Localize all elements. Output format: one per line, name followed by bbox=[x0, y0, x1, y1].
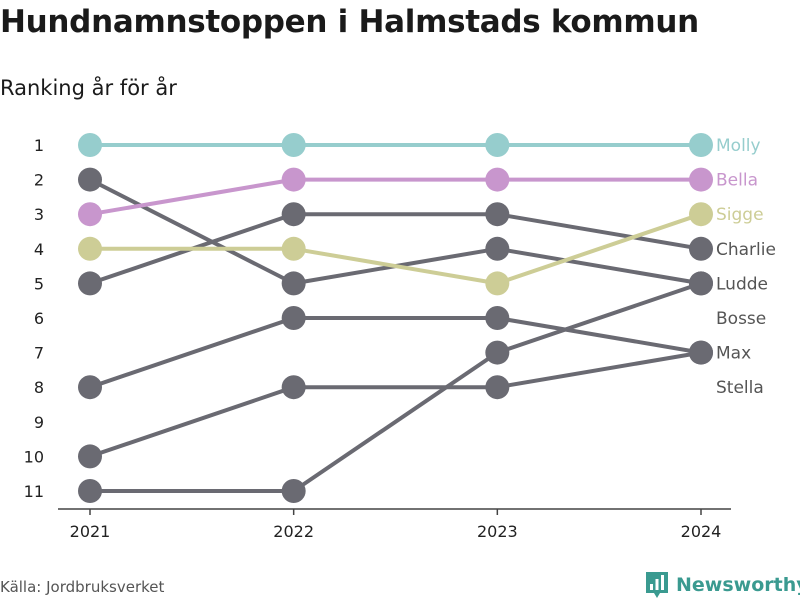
y-tick-label: 4 bbox=[34, 240, 44, 259]
series-point-bosse bbox=[281, 271, 306, 296]
series-points-background bbox=[78, 167, 713, 503]
end-label-sigge: Sigge bbox=[716, 205, 764, 225]
series-line-max bbox=[88, 316, 703, 390]
end-label-max: Max bbox=[716, 344, 751, 364]
series-point-molly bbox=[485, 133, 510, 157]
end-label-bella: Bella bbox=[716, 171, 758, 191]
series-point-bella bbox=[485, 167, 510, 192]
y-tick-label: 2 bbox=[34, 171, 44, 190]
end-labels: Molly Bella Sigge Charlie Ludde Bosse Max Stell… bbox=[716, 136, 776, 398]
chart-title: Hundnamnstoppen i Halmstads kommun bbox=[0, 4, 699, 40]
series-point-bella bbox=[281, 167, 306, 192]
source-note: Källa: Jordbruksverket bbox=[0, 578, 165, 596]
bump-chart: 1 2 3 4 5 6 7 8 9 10 11 2021 2022 2023 2024 Molly Bell… bbox=[24, 133, 776, 541]
series-point-sigge bbox=[485, 271, 510, 296]
series-point-sigge bbox=[281, 236, 306, 261]
brand-logo[interactable]: Newsworthy bbox=[644, 570, 800, 600]
series-point-stella bbox=[78, 444, 102, 469]
y-tick-label: 6 bbox=[34, 309, 44, 328]
y-tick-label: 7 bbox=[34, 344, 44, 363]
series-point-bosse bbox=[689, 271, 713, 296]
series-point-ludde bbox=[281, 479, 306, 503]
series-point-bosse bbox=[485, 236, 510, 261]
series-point-bosse bbox=[78, 167, 102, 192]
series-point-max bbox=[78, 375, 102, 400]
y-tick-label: 11 bbox=[24, 482, 44, 501]
series-point-sigge bbox=[78, 236, 102, 261]
series-lines-background bbox=[88, 177, 703, 493]
end-label-molly: Molly bbox=[716, 136, 761, 156]
series-line-sigge bbox=[88, 212, 703, 286]
series-point-charlie bbox=[485, 202, 510, 227]
y-axis-labels: 1 2 3 4 5 6 7 8 9 10 11 bbox=[24, 136, 44, 501]
x-axis-labels: 2021 2022 2023 2024 bbox=[70, 522, 722, 541]
x-tick-label: 2022 bbox=[273, 522, 314, 541]
series-point-stella bbox=[689, 340, 713, 365]
series-point-charlie bbox=[78, 271, 102, 296]
end-label-charlie: Charlie bbox=[716, 240, 776, 260]
series-lines-highlighted bbox=[88, 143, 703, 286]
series-point-ludde bbox=[485, 340, 510, 365]
series-line-bella bbox=[88, 177, 703, 217]
series-points-highlighted bbox=[78, 133, 713, 296]
series-point-stella bbox=[281, 375, 306, 400]
series-line-ludde bbox=[88, 281, 703, 493]
x-tick-label: 2024 bbox=[681, 522, 722, 541]
series-point-molly bbox=[78, 133, 102, 157]
series-point-bella bbox=[689, 167, 713, 192]
y-tick-label: 3 bbox=[34, 205, 44, 224]
chart-axes bbox=[58, 508, 731, 515]
y-tick-label: 10 bbox=[24, 447, 44, 466]
series-point-molly bbox=[281, 133, 306, 157]
series-point-ludde bbox=[78, 479, 102, 503]
end-label-bosse: Bosse bbox=[716, 309, 766, 329]
series-point-max bbox=[485, 306, 510, 330]
end-label-ludde: Ludde bbox=[716, 274, 768, 294]
series-point-stella bbox=[485, 375, 510, 400]
series-point-charlie bbox=[281, 202, 306, 227]
series-point-max bbox=[281, 306, 306, 330]
end-label-stella: Stella bbox=[716, 378, 764, 398]
series-line-stella bbox=[88, 350, 703, 459]
y-tick-label: 1 bbox=[34, 136, 44, 155]
series-point-sigge bbox=[689, 202, 713, 227]
y-tick-label: 8 bbox=[34, 378, 44, 397]
bar-chart-logo-icon bbox=[646, 572, 668, 598]
chart-subtitle: Ranking år för år bbox=[0, 76, 177, 100]
series-point-molly bbox=[689, 133, 713, 157]
series-point-bella bbox=[78, 202, 102, 227]
x-tick-label: 2023 bbox=[477, 522, 518, 541]
brand-name: Newsworthy bbox=[676, 574, 800, 596]
x-tick-label: 2021 bbox=[70, 522, 111, 541]
y-tick-label: 5 bbox=[34, 274, 44, 293]
y-tick-label: 9 bbox=[34, 413, 44, 432]
series-point-charlie bbox=[689, 236, 713, 261]
